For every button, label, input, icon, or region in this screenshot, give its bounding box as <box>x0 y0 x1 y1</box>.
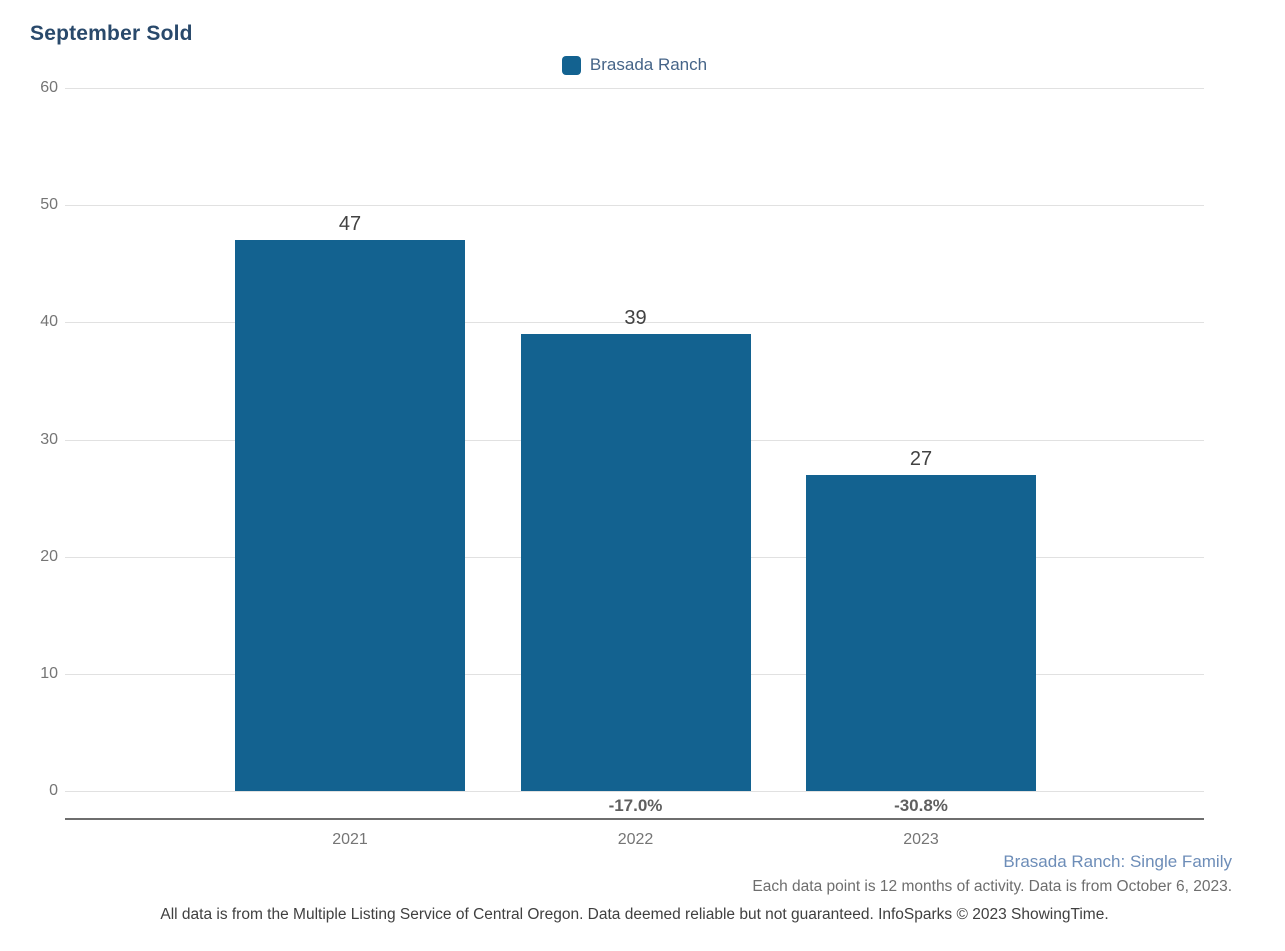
footer-series-note: Brasada Ranch: Single Family <box>1003 852 1232 871</box>
bar-value-label: 39 <box>624 307 647 330</box>
gridline-y-60 <box>65 88 1204 89</box>
y-axis-tick-label: 60 <box>40 79 58 96</box>
bar-2021[interactable] <box>235 240 465 791</box>
bar-value-label: 47 <box>338 213 362 236</box>
pct-change-label: -30.8% <box>894 796 948 815</box>
y-axis-tick-label: 20 <box>40 547 58 565</box>
bar-2022[interactable] <box>520 334 751 791</box>
x-axis-line <box>65 818 1204 820</box>
legend-label: Brasada Ranch <box>589 55 708 74</box>
gridline-y-0 <box>65 791 1204 792</box>
gridline-y-40 <box>65 322 1204 324</box>
y-axis-tick-label: 10 <box>40 664 58 682</box>
bar-2023[interactable] <box>806 474 1036 791</box>
legend-swatch-icon <box>561 55 581 75</box>
bar-value-label: 27 <box>909 447 933 470</box>
footer-data-note: Each data point is 12 months of activity… <box>752 878 1232 895</box>
y-axis-tick-label: 50 <box>40 196 58 214</box>
y-axis-tick-label: 30 <box>40 430 58 448</box>
footer-disclaimer: All data is from the Multiple Listing Se… <box>160 906 1109 923</box>
legend[interactable]: Brasada Ranch <box>65 55 1204 75</box>
x-axis-tick-label: 2022 <box>617 831 654 848</box>
gridline-y-50 <box>65 205 1204 207</box>
chart-title: September Sold <box>30 22 193 45</box>
x-axis-tick-label: 2023 <box>903 831 939 848</box>
y-axis-tick-label: 40 <box>40 313 58 331</box>
y-axis-tick-label: 0 <box>49 782 58 799</box>
pct-change-label: -17.0% <box>608 796 663 815</box>
x-axis-tick-label: 2021 <box>332 831 368 848</box>
